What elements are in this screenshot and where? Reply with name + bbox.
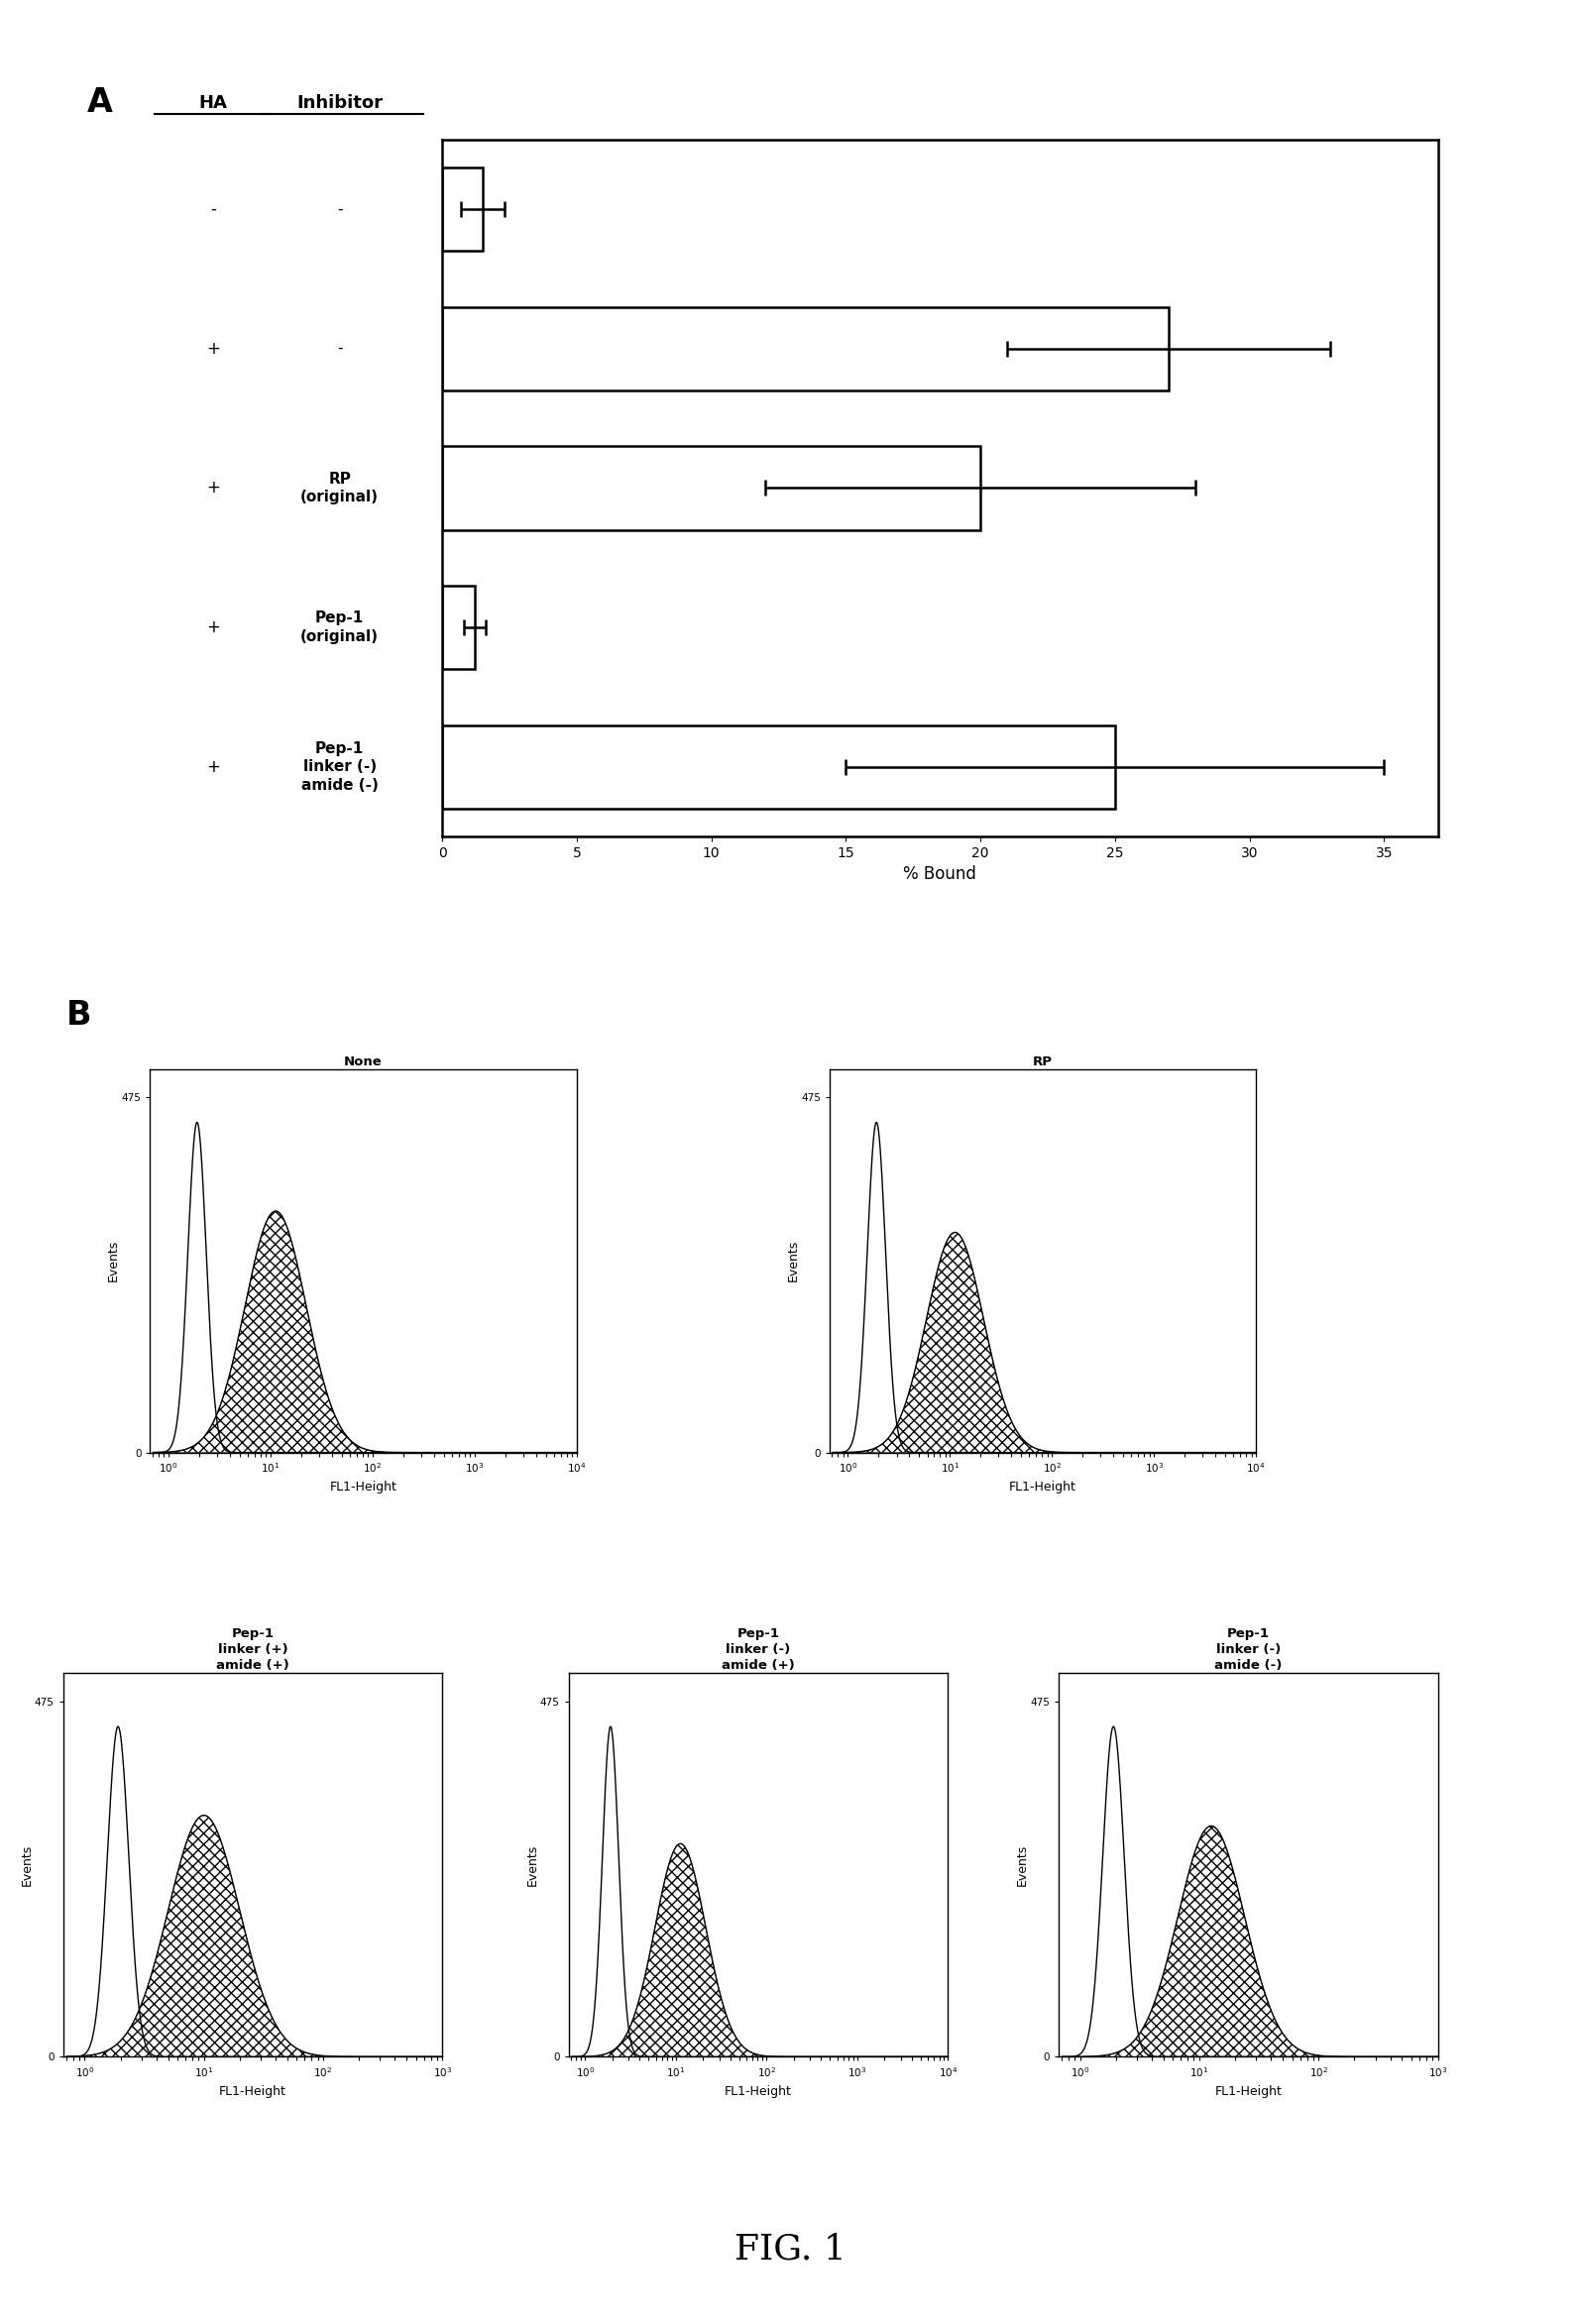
Y-axis label: Events: Events [107,1239,120,1283]
Y-axis label: Events: Events [21,1843,33,1887]
Text: Pep-1
linker (-)
amide (-): Pep-1 linker (-) amide (-) [302,741,378,792]
Text: +: + [207,758,220,776]
Text: RP
(original): RP (original) [300,472,379,504]
Text: HA: HA [199,93,228,112]
Title: Pep-1
linker (-)
amide (+): Pep-1 linker (-) amide (+) [722,1627,795,1673]
X-axis label: FL1-Height: FL1-Height [220,2085,286,2099]
X-axis label: FL1-Height: FL1-Height [330,1480,397,1494]
Bar [442,167,483,251]
Text: Pep-1
(original): Pep-1 (original) [300,611,379,644]
Title: Pep-1
linker (+)
amide (+): Pep-1 linker (+) amide (+) [216,1627,289,1673]
Text: -: - [337,202,343,216]
Text: -: - [210,200,216,218]
Y-axis label: Events: Events [1016,1843,1029,1887]
Title: Pep-1
linker (-)
amide (-): Pep-1 linker (-) amide (-) [1215,1627,1281,1673]
Bar [442,725,1115,809]
Title: None: None [344,1055,382,1069]
Bar [442,307,1169,390]
Text: Inhibitor: Inhibitor [297,93,382,112]
X-axis label: FL1-Height: FL1-Height [1010,1480,1076,1494]
X-axis label: FL1-Height: FL1-Height [725,2085,792,2099]
Y-axis label: Events: Events [526,1843,539,1887]
Bar [442,446,981,530]
Text: -: - [337,342,343,356]
Title: RP: RP [1033,1055,1052,1069]
Text: +: + [207,479,220,497]
X-axis label: FL1-Height: FL1-Height [1215,2085,1281,2099]
Text: FIG. 1: FIG. 1 [735,2233,845,2266]
Y-axis label: Events: Events [787,1239,799,1283]
Bar [442,586,474,669]
X-axis label: % Bound: % Bound [904,865,976,883]
Text: +: + [207,339,220,358]
Text: +: + [207,618,220,637]
Text: A: A [87,86,112,119]
Text: B: B [66,999,92,1032]
